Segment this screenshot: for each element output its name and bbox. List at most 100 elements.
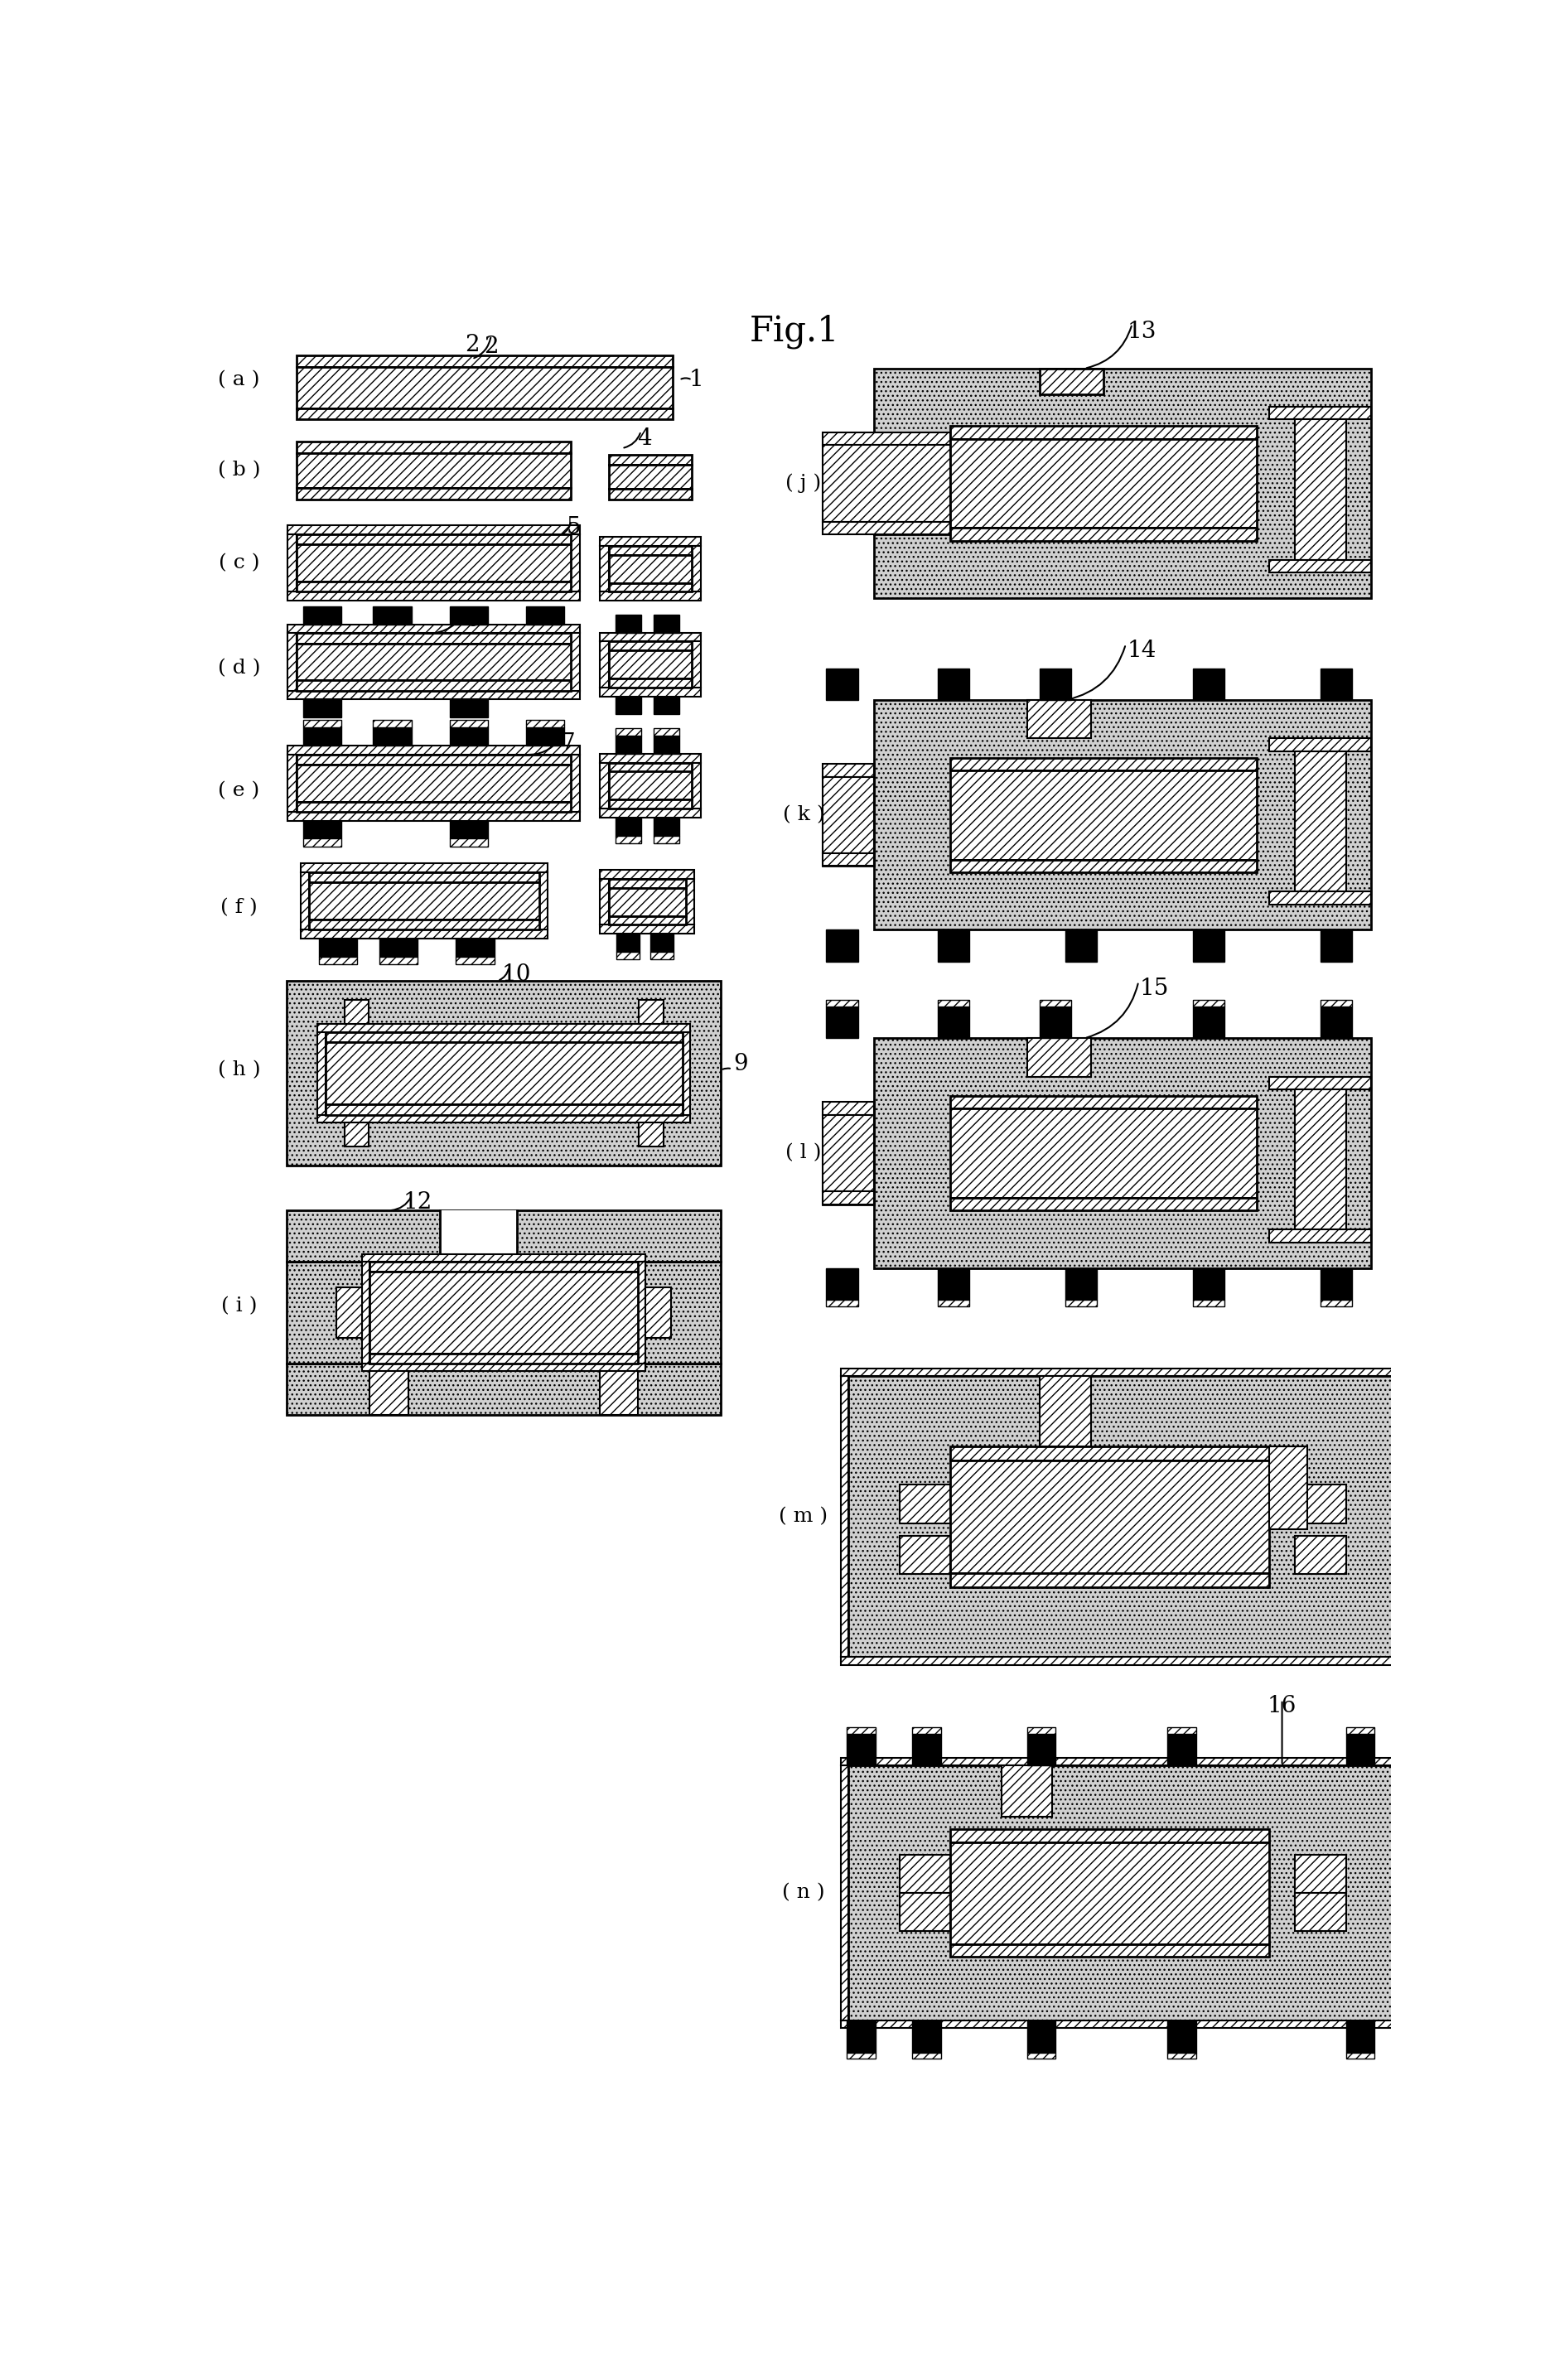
Bar <box>1028 1728 1056 1733</box>
Bar <box>1294 419 1345 559</box>
Text: 14: 14 <box>1127 640 1156 662</box>
Bar <box>823 445 950 521</box>
Bar <box>296 681 570 690</box>
Bar <box>609 555 691 583</box>
Bar <box>1194 1007 1224 1038</box>
Bar <box>1397 1376 1404 1656</box>
Bar <box>691 762 701 809</box>
Bar <box>609 464 691 488</box>
Bar <box>363 1261 370 1364</box>
Bar <box>1028 1733 1056 1766</box>
Bar <box>296 443 570 452</box>
Bar <box>823 776 874 854</box>
Bar <box>1065 1299 1097 1307</box>
Bar <box>301 864 547 873</box>
Bar <box>449 838 488 847</box>
Bar <box>950 1197 1257 1211</box>
Bar <box>615 735 642 754</box>
Bar <box>1028 1038 1091 1076</box>
Bar <box>654 614 679 633</box>
Bar <box>950 1830 1269 1842</box>
Bar <box>848 1766 1397 2021</box>
Bar <box>325 1104 682 1114</box>
Bar <box>1269 559 1372 574</box>
Bar <box>911 1728 941 1733</box>
Bar <box>826 1269 857 1299</box>
Bar <box>1167 1728 1197 1733</box>
Bar <box>302 607 341 624</box>
Bar <box>310 883 539 919</box>
Bar <box>336 1288 363 1338</box>
Text: ( k ): ( k ) <box>783 804 825 823</box>
Bar <box>302 700 341 716</box>
Bar <box>950 757 1257 771</box>
Bar <box>682 1033 690 1114</box>
Bar <box>615 728 642 735</box>
Bar <box>950 426 1257 438</box>
Bar <box>691 545 701 593</box>
Bar <box>1269 1230 1372 1242</box>
Bar <box>823 521 950 536</box>
Bar <box>938 1007 969 1038</box>
Bar <box>296 536 570 545</box>
Bar <box>288 754 296 812</box>
Bar <box>440 1211 516 1261</box>
Bar <box>1269 1447 1308 1530</box>
Bar <box>1167 2052 1197 2059</box>
Bar <box>600 538 701 545</box>
Bar <box>950 1109 1257 1197</box>
Text: 5: 5 <box>567 516 581 538</box>
Bar <box>609 771 691 800</box>
Bar <box>449 821 488 838</box>
Bar <box>950 1944 1269 1956</box>
Bar <box>1065 1269 1097 1299</box>
Bar <box>609 643 691 650</box>
Bar <box>1345 1733 1375 1766</box>
Bar <box>318 1023 690 1033</box>
Bar <box>302 721 341 728</box>
Bar <box>600 926 694 933</box>
Bar <box>615 819 642 835</box>
Bar <box>1028 700 1091 738</box>
Bar <box>318 1114 690 1123</box>
Bar <box>325 1042 682 1104</box>
Bar <box>617 952 640 959</box>
Bar <box>609 800 691 809</box>
Bar <box>296 452 570 488</box>
Bar <box>840 1656 1404 1664</box>
Bar <box>570 536 580 593</box>
Bar <box>600 809 701 819</box>
Bar <box>525 721 564 728</box>
Bar <box>1321 669 1352 700</box>
Text: 15: 15 <box>1139 978 1169 1000</box>
Bar <box>1040 669 1071 700</box>
Bar <box>826 1000 857 1007</box>
Bar <box>287 1364 721 1414</box>
Bar <box>950 1461 1269 1573</box>
Bar <box>1294 1854 1345 1892</box>
Bar <box>1345 1728 1375 1733</box>
Text: 9: 9 <box>733 1052 749 1076</box>
Bar <box>344 1123 369 1147</box>
Bar <box>840 2021 1404 2028</box>
Bar <box>525 728 564 745</box>
Text: ( m ): ( m ) <box>780 1507 828 1526</box>
Text: 16: 16 <box>1268 1695 1297 1718</box>
Bar <box>449 728 488 745</box>
Bar <box>288 593 580 600</box>
Bar <box>296 643 570 681</box>
Text: ( e ): ( e ) <box>219 781 260 800</box>
Bar <box>287 1261 370 1364</box>
Bar <box>1040 1007 1071 1038</box>
Bar <box>685 878 694 926</box>
Bar <box>380 957 417 964</box>
Text: 10: 10 <box>502 964 532 985</box>
Bar <box>374 728 411 745</box>
Bar <box>319 957 356 964</box>
Bar <box>1040 1000 1071 1007</box>
Bar <box>296 802 570 812</box>
Bar <box>310 873 539 883</box>
Text: ( b ): ( b ) <box>217 462 260 481</box>
Bar <box>449 700 488 716</box>
Bar <box>1167 2021 1197 2052</box>
